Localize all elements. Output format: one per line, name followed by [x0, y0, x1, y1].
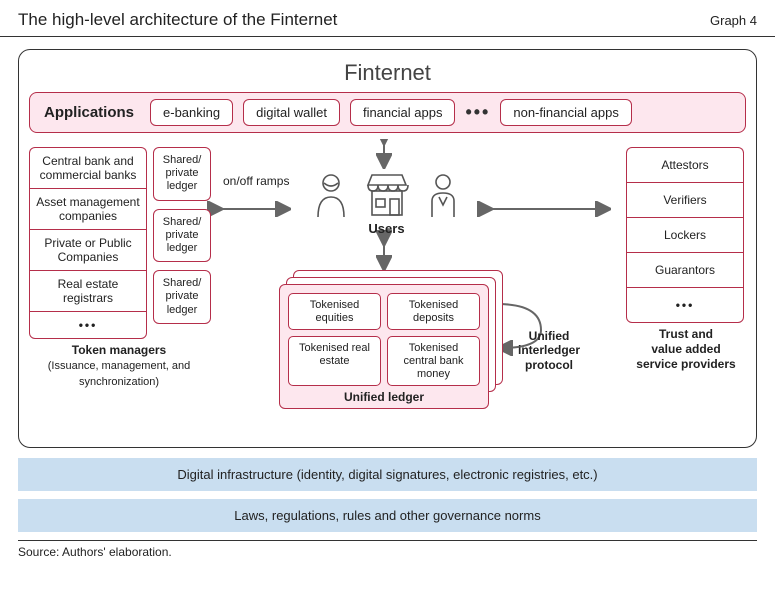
app-chip: digital wallet	[243, 99, 340, 126]
mid-area: Central bank and commercial banks Asset …	[29, 139, 746, 439]
source-line: Source: Authors' elaboration.	[18, 540, 757, 559]
finternet-title: Finternet	[29, 60, 746, 86]
finternet-frame: Finternet Applications e-banking digital…	[18, 49, 757, 448]
trust-caption-l3: service providers	[636, 357, 735, 371]
trust-providers-stack: Attestors Verifiers Lockers Guarantors •…	[626, 147, 746, 323]
footer-bars: Digital infrastructure (identity, digita…	[18, 458, 757, 532]
users-block: Users	[289, 169, 484, 236]
token-manager-ellipsis: •••	[29, 311, 147, 339]
app-chip: financial apps	[350, 99, 456, 126]
users-icons	[289, 169, 484, 219]
trust-providers-caption: Trust and value added service providers	[626, 327, 746, 372]
header-row: The high-level architecture of the Finte…	[0, 0, 775, 37]
trust-provider-item: Guarantors	[626, 252, 744, 287]
unified-ledger-cell: Tokenised real estate	[288, 336, 381, 386]
token-manager-item: Central bank and commercial banks	[29, 147, 147, 188]
interledger-protocol-label: Unified interledger protocol	[509, 329, 589, 372]
unified-ledger-cell: Tokenised equities	[288, 293, 381, 330]
ledger-box: Shared/ private ledger	[153, 147, 211, 201]
trust-provider-item: Attestors	[626, 147, 744, 182]
unified-ledger-grid: Tokenised equities Tokenised deposits To…	[288, 293, 480, 386]
applications-label: Applications	[38, 104, 140, 121]
app-chip: non-financial apps	[500, 99, 632, 126]
footer-bar-infrastructure: Digital infrastructure (identity, digita…	[18, 458, 757, 491]
token-managers-caption-bold: Token managers	[72, 343, 166, 357]
footer-bar-laws: Laws, regulations, rules and other gover…	[18, 499, 757, 532]
ledger-stack: Shared/ private ledger Shared/ private l…	[153, 147, 215, 324]
unified-ledger-stack: Tokenised equities Tokenised deposits To…	[279, 284, 499, 409]
token-managers-caption: Token managers (Issuance, management, an…	[29, 343, 209, 390]
applications-row: Applications e-banking digital wallet fi…	[29, 92, 746, 133]
token-manager-item: Real estate registrars	[29, 270, 147, 311]
trust-caption-l2: value added	[651, 342, 720, 356]
token-managers-caption-sub: (Issuance, management, and synchronizati…	[48, 360, 190, 388]
unified-ledger-cell: Tokenised central bank money	[387, 336, 480, 386]
token-manager-item: Asset management companies	[29, 188, 147, 229]
onoff-ramps-label: on/off ramps	[223, 175, 289, 189]
storefront-icon	[362, 169, 412, 219]
unified-ledger-front: Tokenised equities Tokenised deposits To…	[279, 284, 489, 409]
person-icon	[424, 171, 462, 219]
unified-ledger-label: Unified ledger	[288, 390, 480, 404]
app-chip: e-banking	[150, 99, 233, 126]
trust-provider-item: Lockers	[626, 217, 744, 252]
ledger-box: Shared/ private ledger	[153, 209, 211, 263]
page-title: The high-level architecture of the Finte…	[18, 10, 337, 30]
person-icon	[312, 171, 350, 219]
trust-caption-l1: Trust and	[659, 327, 713, 341]
ledger-box: Shared/ private ledger	[153, 270, 211, 324]
ledger-column: Shared/ private ledger Shared/ private l…	[153, 147, 215, 324]
graph-number-label: Graph 4	[710, 13, 757, 28]
trust-providers-column: Attestors Verifiers Lockers Guarantors •…	[626, 147, 746, 372]
applications-ellipsis: •••	[465, 102, 490, 123]
token-manager-item: Private or Public Companies	[29, 229, 147, 270]
users-label: Users	[289, 221, 484, 236]
unified-ledger-cell: Tokenised deposits	[387, 293, 480, 330]
trust-provider-ellipsis: •••	[626, 287, 744, 323]
trust-provider-item: Verifiers	[626, 182, 744, 217]
